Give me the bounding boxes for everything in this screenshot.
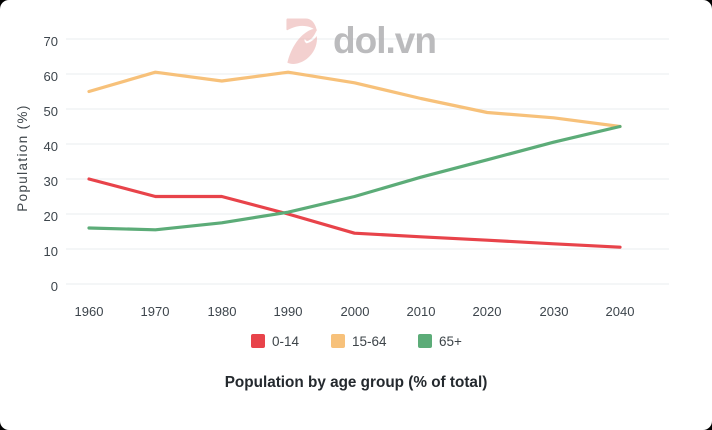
svg-text:60: 60 bbox=[44, 69, 58, 84]
svg-text:dol.vn: dol.vn bbox=[333, 20, 436, 61]
svg-text:70: 70 bbox=[44, 34, 58, 49]
svg-text:2040: 2040 bbox=[606, 304, 635, 319]
svg-text:20: 20 bbox=[44, 209, 58, 224]
svg-text:15-64: 15-64 bbox=[352, 334, 387, 349]
svg-text:0-14: 0-14 bbox=[272, 334, 300, 349]
svg-text:65+: 65+ bbox=[439, 334, 462, 349]
svg-text:1980: 1980 bbox=[208, 304, 237, 319]
svg-text:30: 30 bbox=[44, 174, 58, 189]
svg-text:50: 50 bbox=[44, 104, 58, 119]
svg-text:Population (%): Population (%) bbox=[15, 104, 30, 211]
svg-text:2020: 2020 bbox=[473, 304, 502, 319]
svg-text:1970: 1970 bbox=[141, 304, 170, 319]
svg-text:10: 10 bbox=[44, 244, 58, 259]
svg-text:1990: 1990 bbox=[274, 304, 303, 319]
svg-text:1960: 1960 bbox=[75, 304, 104, 319]
svg-text:Population by age group (% of: Population by age group (% of total) bbox=[225, 374, 488, 391]
svg-text:0: 0 bbox=[51, 279, 58, 294]
svg-text:2010: 2010 bbox=[407, 304, 436, 319]
svg-text:2030: 2030 bbox=[540, 304, 569, 319]
svg-text:2000: 2000 bbox=[341, 304, 370, 319]
svg-text:40: 40 bbox=[44, 139, 58, 154]
